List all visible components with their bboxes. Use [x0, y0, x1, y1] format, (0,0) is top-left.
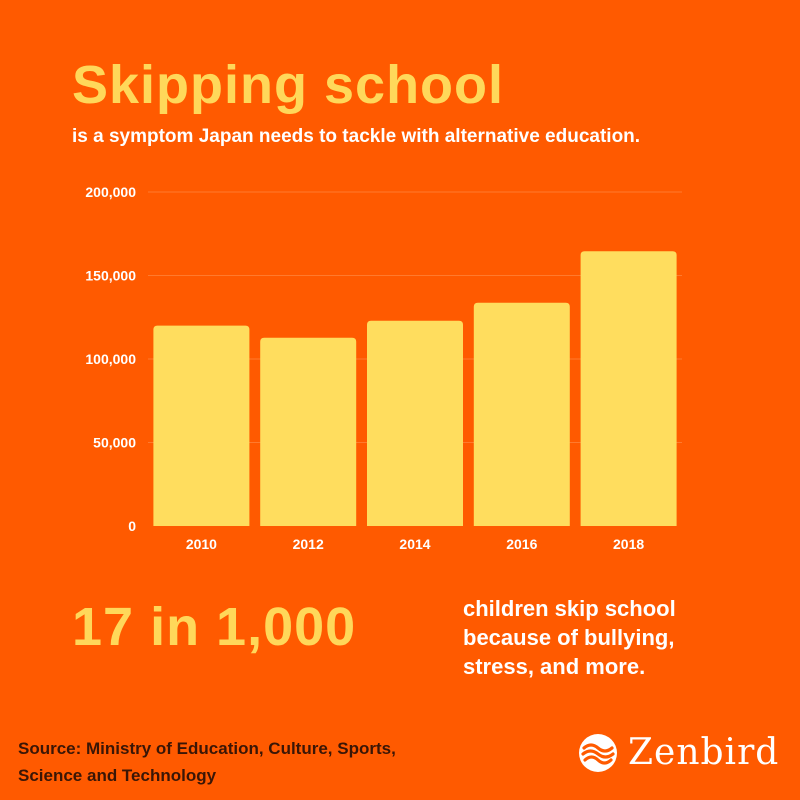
source-note: Source: Ministry of Education, Culture, …	[18, 735, 498, 789]
x-tick-label: 2018	[613, 536, 644, 552]
stat-line-1: children skip school	[463, 596, 676, 621]
stat-description: children skip school because of bullying…	[463, 594, 783, 681]
y-tick-label: 200,000	[85, 184, 136, 200]
zenbird-wave-icon	[579, 733, 617, 772]
bar-2016	[473, 302, 570, 526]
brand-name: Zenbird	[628, 732, 780, 773]
y-tick-label: 50,000	[93, 435, 136, 451]
y-axis-ticks: 0 50,000 100,000 150,000 200,000	[85, 184, 136, 534]
bar-2014	[367, 320, 463, 526]
zenbird-logo: Zenbird	[578, 732, 779, 773]
page-title: Skipping school	[72, 55, 505, 115]
bar-2018	[580, 251, 677, 526]
page-subtitle: is a symptom Japan needs to tackle with …	[72, 126, 641, 147]
y-tick-label: 0	[128, 518, 136, 534]
y-tick-label: 100,000	[85, 351, 136, 367]
stat-line-2: because of bullying,	[463, 625, 675, 650]
x-tick-label: 2014	[399, 536, 430, 552]
stat-line-3: stress, and more.	[463, 654, 646, 679]
chart-bars	[153, 251, 677, 526]
stat-value: 17 in 1,000	[72, 597, 357, 657]
x-tick-label: 2012	[293, 536, 324, 552]
x-tick-label: 2010	[186, 536, 217, 552]
x-tick-label: 2016	[506, 536, 537, 552]
source-line-1: Source: Ministry of Education, Culture, …	[18, 739, 396, 758]
bar-2010	[153, 325, 250, 526]
y-tick-label: 150,000	[85, 268, 136, 284]
bar-2012	[260, 337, 357, 526]
x-axis-ticks: 2010 2012 2014 2016 2018	[186, 536, 645, 552]
source-line-2: Science and Technology	[18, 766, 217, 785]
